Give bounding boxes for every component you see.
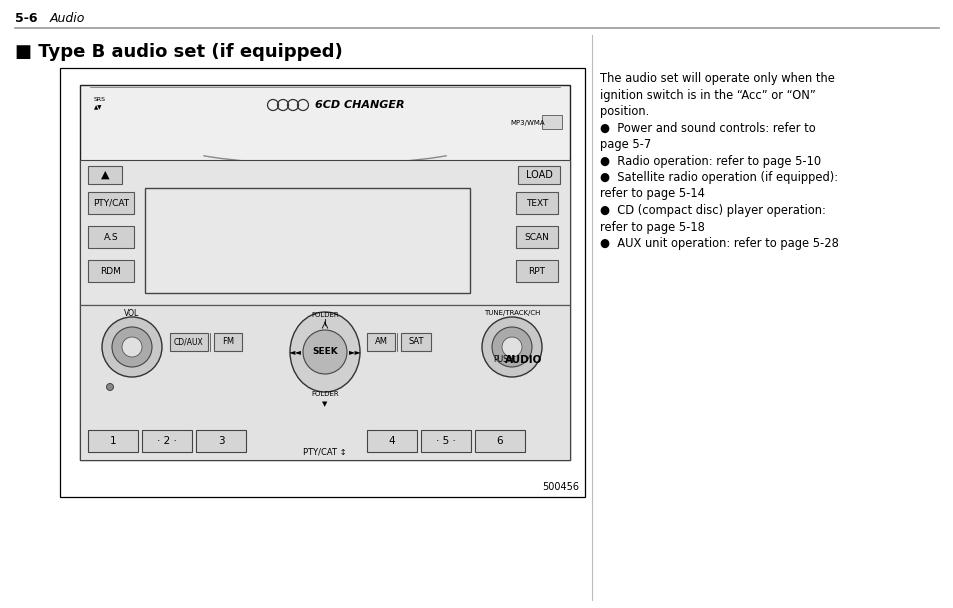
Text: A.S: A.S: [104, 232, 118, 241]
Circle shape: [501, 337, 521, 357]
Bar: [80, 305, 569, 460]
Text: SRS: SRS: [94, 97, 106, 102]
Text: CD/AUX: CD/AUX: [174, 337, 204, 347]
Bar: [516, 260, 558, 282]
Text: page 5-7: page 5-7: [599, 138, 651, 151]
Circle shape: [481, 317, 541, 377]
Text: SAT: SAT: [408, 337, 423, 347]
Text: VOL: VOL: [124, 308, 139, 317]
Bar: [88, 260, 133, 282]
Text: ◄◄: ◄◄: [288, 348, 301, 356]
Text: AUDIO: AUDIO: [505, 355, 542, 365]
Text: ●  Radio operation: refer to page 5-10: ● Radio operation: refer to page 5-10: [599, 154, 821, 167]
Bar: [367, 430, 416, 452]
Bar: [541, 115, 561, 129]
Text: ▲▼: ▲▼: [94, 105, 102, 110]
Text: ●  CD (compact disc) player operation:: ● CD (compact disc) player operation:: [599, 204, 825, 217]
Text: RPT: RPT: [528, 266, 545, 275]
Text: LOAD: LOAD: [525, 170, 552, 180]
Text: AM: AM: [375, 337, 387, 347]
Text: ■ Type B audio set (if equipped): ■ Type B audio set (if equipped): [15, 43, 342, 61]
Text: FOLDER: FOLDER: [311, 391, 338, 397]
Text: ●  Power and sound controls: refer to: ● Power and sound controls: refer to: [599, 122, 815, 134]
Text: ▼: ▼: [322, 401, 327, 407]
Text: 5-6: 5-6: [15, 12, 37, 24]
Bar: [170, 333, 208, 351]
Bar: [517, 166, 559, 184]
Circle shape: [107, 384, 113, 390]
Text: ●  Satellite radio operation (if equipped):: ● Satellite radio operation (if equipped…: [599, 171, 838, 184]
Bar: [400, 333, 431, 351]
Text: 6: 6: [497, 436, 503, 446]
Bar: [88, 430, 138, 452]
Bar: [145, 188, 470, 293]
Circle shape: [112, 327, 152, 367]
Text: Audio: Audio: [50, 12, 85, 24]
Bar: [475, 430, 524, 452]
Text: 6CD CHANGER: 6CD CHANGER: [314, 100, 404, 110]
Bar: [367, 333, 395, 351]
Bar: [142, 430, 192, 452]
Text: SEEK: SEEK: [312, 348, 337, 356]
Text: TEXT: TEXT: [525, 198, 548, 207]
Bar: [80, 160, 569, 305]
Text: 4: 4: [388, 436, 395, 446]
Text: FM: FM: [222, 337, 233, 347]
Ellipse shape: [290, 312, 359, 392]
Text: PTY/CAT ↕: PTY/CAT ↕: [303, 447, 347, 457]
Text: 3: 3: [217, 436, 224, 446]
Text: RDM: RDM: [100, 266, 121, 275]
Text: 500456: 500456: [541, 482, 578, 492]
Bar: [516, 192, 558, 214]
Text: ignition switch is in the “Acc” or “ON”: ignition switch is in the “Acc” or “ON”: [599, 89, 815, 102]
Text: SCAN: SCAN: [524, 232, 549, 241]
Text: PTY/CAT: PTY/CAT: [92, 198, 129, 207]
Text: refer to page 5-18: refer to page 5-18: [599, 221, 704, 233]
Text: ▲: ▲: [101, 170, 110, 180]
Text: The audio set will operate only when the: The audio set will operate only when the: [599, 72, 834, 85]
Text: 1: 1: [110, 436, 116, 446]
Text: PUSH: PUSH: [493, 356, 514, 365]
Circle shape: [102, 317, 162, 377]
Text: FOLDER: FOLDER: [311, 312, 338, 318]
Bar: [60, 68, 584, 497]
Text: MP3/WMA: MP3/WMA: [510, 120, 544, 126]
Text: ●  AUX unit operation: refer to page 5-28: ● AUX unit operation: refer to page 5-28: [599, 237, 838, 250]
Circle shape: [492, 327, 532, 367]
Bar: [80, 85, 569, 460]
Text: · 5 ·: · 5 ·: [436, 436, 456, 446]
Circle shape: [122, 337, 142, 357]
Text: ►►: ►►: [348, 348, 361, 356]
Bar: [516, 226, 558, 248]
Bar: [420, 430, 471, 452]
Bar: [88, 192, 133, 214]
Bar: [195, 430, 246, 452]
Bar: [213, 333, 242, 351]
Text: TUNE/TRACK/CH: TUNE/TRACK/CH: [483, 310, 539, 316]
Circle shape: [303, 330, 347, 374]
Bar: [88, 166, 122, 184]
Bar: [88, 226, 133, 248]
Text: refer to page 5-14: refer to page 5-14: [599, 187, 704, 201]
Text: position.: position.: [599, 105, 649, 118]
Text: · 2 ·: · 2 ·: [157, 436, 176, 446]
